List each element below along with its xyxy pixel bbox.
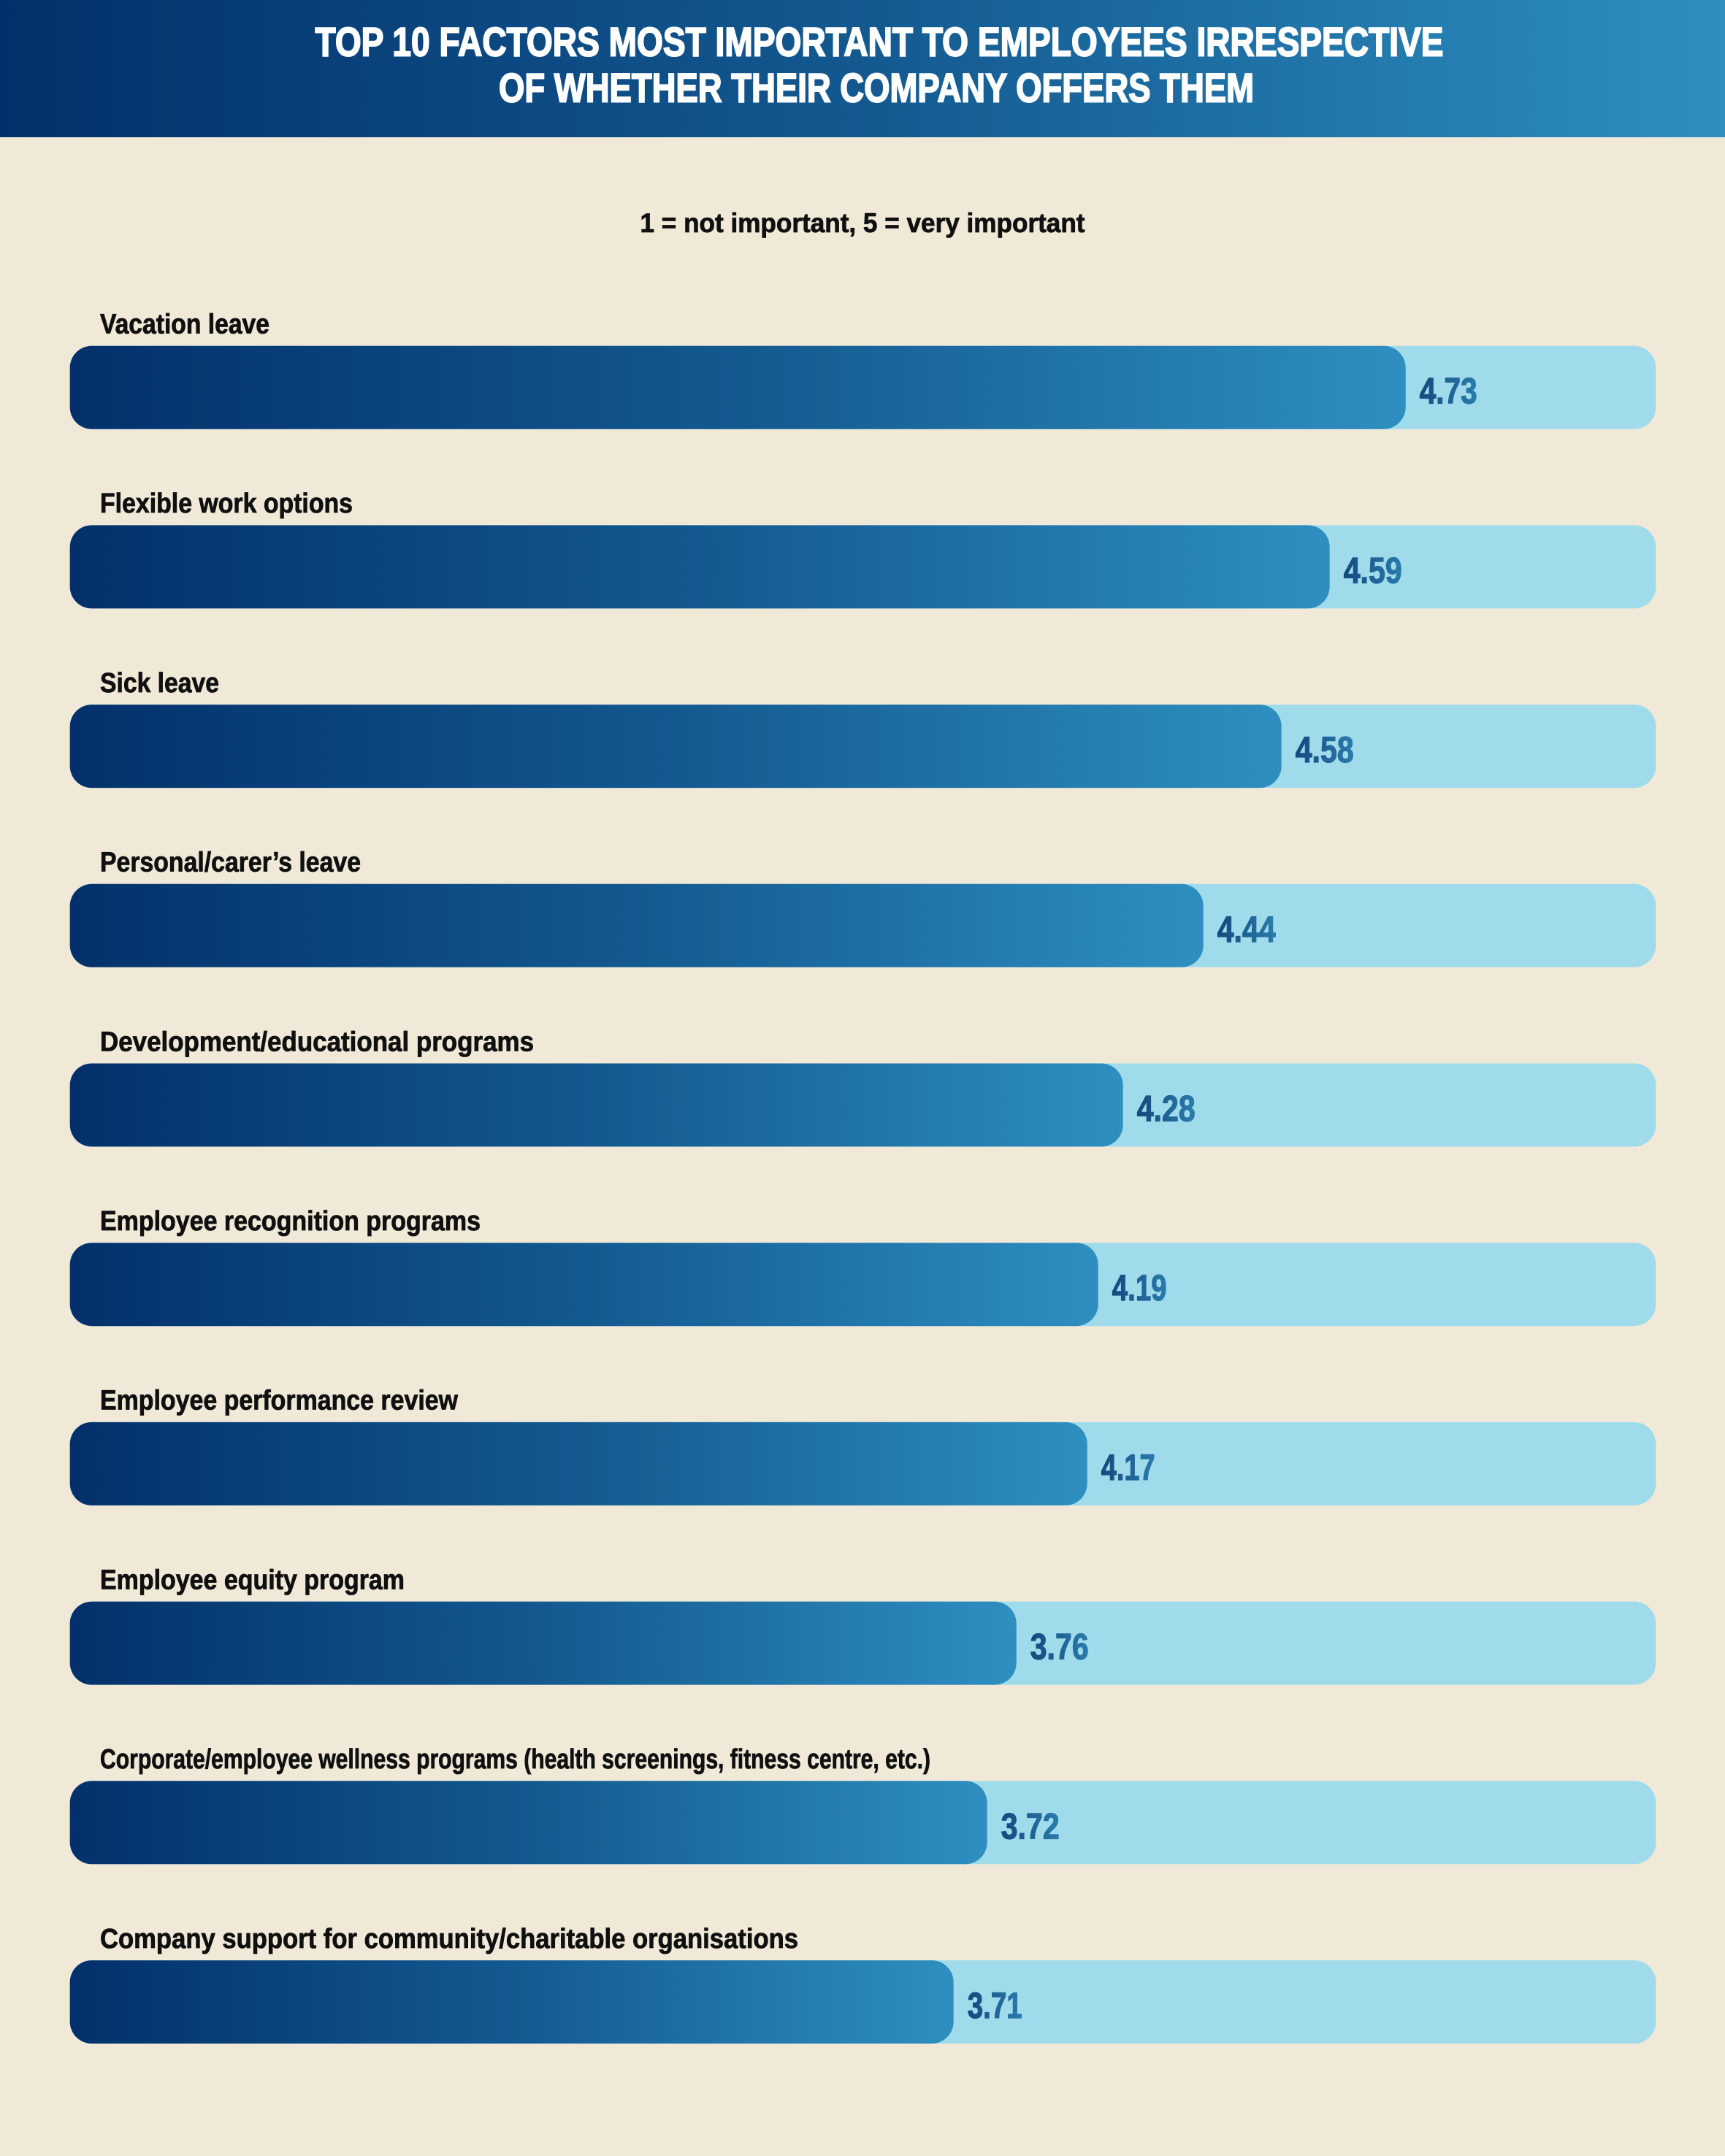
svg-text:3.71: 3.71 [968, 1985, 1022, 2026]
svg-text:Company support for community/: Company support for community/charitable… [100, 1924, 798, 1954]
svg-text:TOP 10 FACTORS MOST IMPORTANT: TOP 10 FACTORS MOST IMPORTANT TO EMPLOYE… [315, 19, 1444, 65]
svg-text:Corporate/employee wellness pr: Corporate/employee wellness programs (he… [100, 1744, 930, 1775]
svg-text:3.72: 3.72 [1001, 1806, 1060, 1846]
svg-text:4.73: 4.73 [1420, 371, 1477, 412]
svg-text:Flexible work options: Flexible work options [100, 488, 353, 519]
svg-text:Vacation leave: Vacation leave [100, 310, 269, 340]
svg-text:3.76: 3.76 [1030, 1627, 1089, 1668]
svg-text:Employee equity program: Employee equity program [100, 1565, 405, 1595]
svg-text:Development/educational progra: Development/educational programs [100, 1027, 534, 1057]
svg-text:1 = not important, 5 = very im: 1 = not important, 5 = very important [640, 208, 1085, 238]
svg-text:Personal/carer’s leave: Personal/carer’s leave [100, 848, 361, 878]
svg-text:4.58: 4.58 [1296, 729, 1354, 770]
svg-text:Employee performance review: Employee performance review [100, 1386, 458, 1416]
svg-text:4.44: 4.44 [1217, 909, 1276, 950]
svg-text:4.19: 4.19 [1112, 1267, 1167, 1308]
svg-text:4.59: 4.59 [1344, 550, 1402, 591]
svg-text:OF WHETHER THEIR COMPANY OFFER: OF WHETHER THEIR COMPANY OFFERS THEM [499, 65, 1254, 111]
svg-text:4.28: 4.28 [1137, 1089, 1196, 1129]
svg-text:Employee recognition programs: Employee recognition programs [100, 1206, 481, 1237]
svg-text:Sick leave: Sick leave [100, 668, 219, 699]
svg-text:4.17: 4.17 [1101, 1447, 1155, 1488]
